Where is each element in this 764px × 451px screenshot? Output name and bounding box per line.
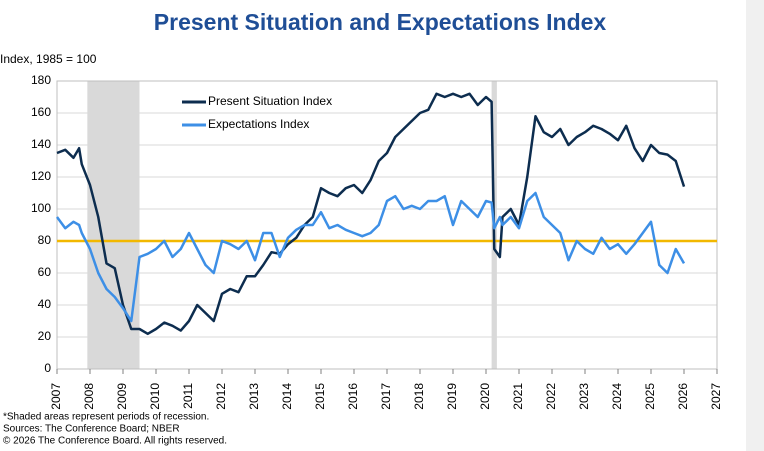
recession-band [87, 81, 140, 369]
x-tick-label: 2013 [247, 383, 261, 410]
x-tick-label: 2019 [445, 383, 459, 410]
y-axis-label: Index, 1985 = 100 [0, 52, 97, 66]
y-tick-label: 160 [31, 105, 51, 119]
x-tick-label: 2025 [643, 383, 657, 410]
x-tick-label: 2026 [676, 383, 690, 410]
x-tick-label: 2015 [313, 383, 327, 410]
series-line [56, 92, 686, 336]
x-tick-label: 2027 [709, 383, 723, 410]
x-tick-label: 2021 [511, 383, 525, 410]
chart-title: Present Situation and Expectations Index [154, 9, 607, 35]
x-tick-label: 2010 [148, 383, 162, 410]
y-tick-label: 180 [31, 73, 51, 87]
y-tick-label: 20 [38, 329, 52, 343]
x-tick-label: 2012 [214, 383, 228, 410]
x-tick-label: 2023 [577, 383, 591, 410]
y-tick-label: 100 [31, 201, 51, 215]
x-tick-label: 2008 [82, 383, 96, 410]
legend-label: Present Situation Index [208, 94, 332, 108]
footnote: © 2026 The Conference Board. All rights … [3, 436, 227, 447]
x-tick-label: 2020 [478, 383, 492, 410]
x-tick-label: 2022 [544, 383, 558, 410]
x-tick-label: 2024 [610, 383, 624, 410]
y-tick-label: 40 [38, 297, 52, 311]
x-tick-label: 2017 [379, 383, 393, 410]
x-tick-label: 2016 [346, 383, 360, 410]
x-tick-label: 2011 [181, 383, 195, 409]
legend-label: Expectations Index [208, 117, 309, 131]
x-tick-label: 2014 [280, 383, 294, 410]
plot-frame [56, 80, 718, 370]
side-strip [746, 0, 764, 451]
footnote: Sources: The Conference Board; NBER [3, 424, 180, 435]
y-tick-label: 80 [38, 233, 52, 247]
x-tick-label: 2009 [115, 383, 129, 410]
y-tick-label: 0 [44, 361, 51, 375]
x-tick-label: 2007 [49, 383, 63, 410]
y-tick-label: 60 [38, 265, 52, 279]
x-tick-label: 2018 [412, 383, 426, 410]
y-tick-label: 140 [31, 137, 51, 151]
footnote: *Shaded areas represent periods of reces… [3, 412, 209, 423]
series-line [55, 191, 686, 323]
y-tick-label: 120 [31, 169, 51, 183]
